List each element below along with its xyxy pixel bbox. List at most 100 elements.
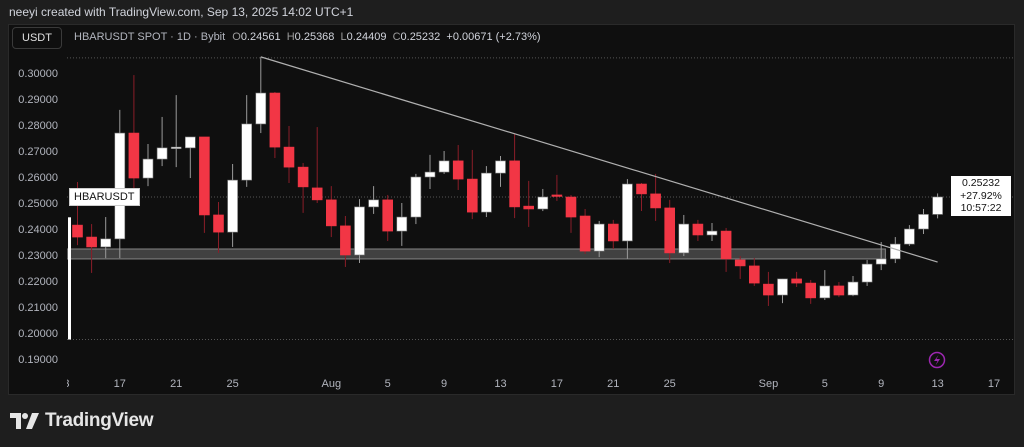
descending-trendline: [260, 56, 938, 263]
candle-down: [579, 215, 591, 252]
x-tick-label: 5: [385, 378, 391, 390]
candle-up: [537, 196, 549, 210]
candle-down: [382, 199, 394, 232]
candle-down: [325, 199, 337, 227]
candle-up: [424, 171, 436, 178]
high-value: 0.25368: [294, 31, 335, 43]
change-value: +0.00671 (+2.73%): [446, 31, 541, 43]
y-tick-label: 0.21000: [18, 302, 58, 314]
x-tick-label: 13: [931, 378, 943, 390]
candle-up: [241, 123, 252, 181]
x-tick-label: 9: [441, 378, 447, 390]
x-tick-label: 17: [988, 378, 1000, 390]
close-label: C: [392, 31, 401, 43]
candle-up: [481, 172, 492, 213]
y-tick-label: 0.28000: [18, 120, 58, 132]
candle-down: [692, 223, 704, 236]
x-tick-label: Sep: [759, 378, 779, 390]
candle-up: [438, 160, 450, 173]
candle-up: [156, 147, 168, 160]
y-tick-label: 0.30000: [18, 68, 58, 80]
candle-down: [720, 230, 732, 260]
candle-down: [551, 194, 563, 197]
candle-down: [650, 193, 661, 209]
logo-text: TradingView: [45, 410, 154, 431]
candle-up: [861, 263, 873, 283]
y-tick-label: 0.25000: [18, 198, 58, 210]
x-tick-label: 21: [607, 378, 619, 390]
candle-down: [466, 178, 478, 213]
candle-up: [396, 216, 408, 232]
attribution-text: neeyi created with TradingView.com, Sep …: [9, 5, 354, 19]
current-price: 0.25232: [962, 177, 1000, 189]
candle-up: [170, 146, 182, 149]
candle-down: [636, 183, 647, 195]
candle-down: [311, 187, 323, 201]
candle-down: [199, 136, 210, 216]
candle-down: [213, 214, 224, 233]
legend-symbol: HBARUSDT SPOT · 1D · Bybit: [74, 31, 226, 43]
current-price-label: 0.25232 +27.92% 10:57:22: [951, 176, 1011, 216]
candle-up: [777, 278, 788, 296]
y-tick-label: 0.23000: [18, 250, 58, 262]
high-label: H: [286, 31, 295, 43]
x-tick-label: 13: [57, 378, 69, 390]
candle-up: [889, 243, 901, 260]
close-value: 0.25232: [400, 31, 441, 43]
candle-down: [269, 92, 281, 148]
candle-down: [565, 196, 577, 218]
candle-down: [791, 278, 802, 284]
y-tick-label: 0.27000: [18, 146, 58, 158]
candle-down: [523, 205, 535, 210]
lightning-icon[interactable]: [928, 351, 946, 369]
open-label: O: [232, 31, 241, 43]
candle-down: [748, 265, 760, 284]
candle-up: [495, 160, 506, 174]
currency-button[interactable]: USDT: [12, 27, 62, 49]
x-tick-label: 25: [664, 378, 676, 390]
candle-up: [875, 258, 887, 265]
candle-up: [678, 223, 690, 254]
bar-countdown: 10:57:22: [960, 202, 1002, 214]
x-tick-label: 5: [822, 378, 828, 390]
candle-down: [86, 236, 97, 248]
plot-area: 13 17 21 25 Aug 5 9 13 17 21 25 Sep 5 9 13 17: [57, 56, 1014, 390]
candle-up: [142, 158, 154, 179]
candle-up: [706, 230, 718, 236]
x-tick-label: Aug: [322, 378, 342, 390]
candle-down: [763, 283, 774, 296]
candle-up: [904, 228, 915, 245]
lightning-icon-bolt: [934, 355, 940, 366]
candle-up: [819, 285, 831, 299]
candle-up: [368, 199, 379, 208]
candlestick-chart[interactable]: 13 17 21 25 Aug 5 9 13 17 21 25 Sep 5 9 13 17 0.30000 0.2…: [0, 0, 1024, 400]
x-tick-label: 9: [878, 378, 884, 390]
y-tick-label: 0.24000: [18, 224, 58, 236]
x-tick-label: 17: [551, 378, 563, 390]
symbol-label: HBARUSDT: [69, 188, 140, 206]
candle-down: [452, 160, 464, 180]
support-zone: [67, 248, 887, 260]
open-value: 0.24561: [240, 31, 281, 43]
tradingview-logo[interactable]: TradingView: [10, 410, 154, 432]
chart-pane[interactable]: [8, 24, 1015, 395]
candle-down: [664, 207, 676, 254]
x-tick-label: 13: [494, 378, 506, 390]
candle-up: [593, 223, 605, 252]
candle-down: [283, 146, 295, 168]
candle-down: [340, 225, 351, 256]
candle-up: [100, 238, 111, 248]
candle-down: [128, 132, 140, 179]
candle-up: [918, 214, 929, 230]
candle-up: [932, 196, 943, 215]
y-tick-label: 0.26000: [18, 172, 58, 184]
candle-up: [622, 183, 633, 242]
candle-up: [410, 176, 422, 218]
candle-up: [255, 92, 267, 125]
price-range-bar: [68, 217, 71, 340]
candle-down: [607, 223, 619, 242]
candle-up: [185, 136, 196, 149]
x-tick-label: 25: [226, 378, 238, 390]
y-tick-label: 0.22000: [18, 276, 58, 288]
candle-down: [734, 259, 746, 267]
